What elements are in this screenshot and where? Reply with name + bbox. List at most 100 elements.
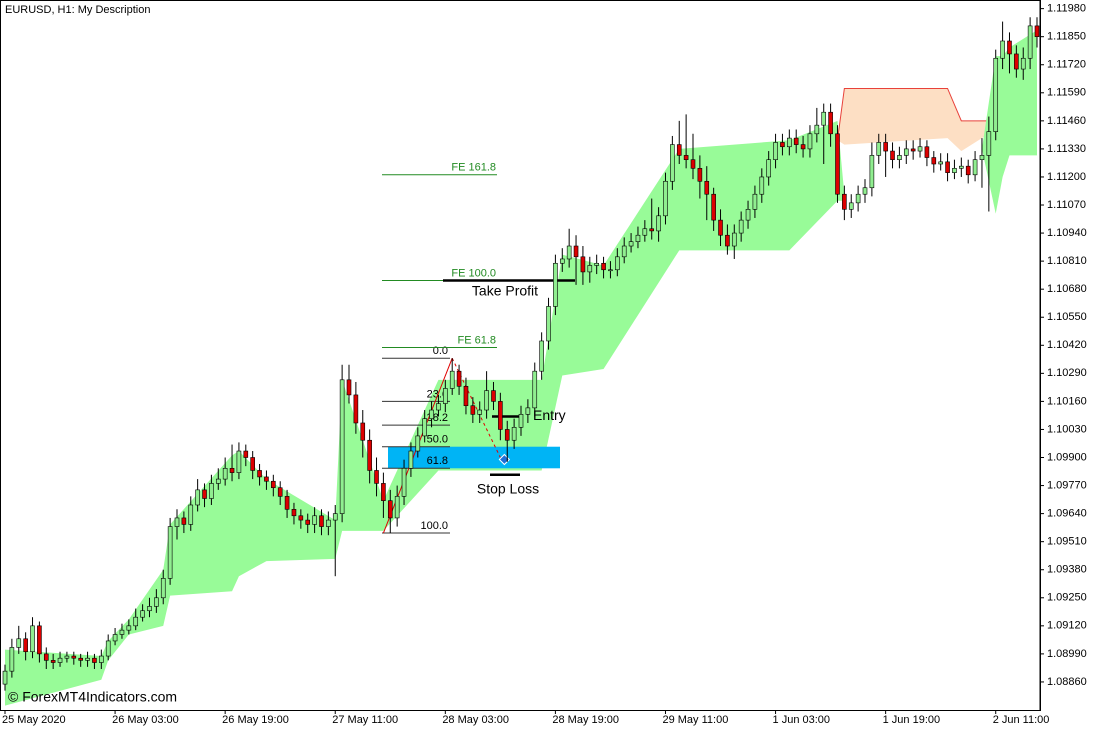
watermark: © ForexMT4Indicators.com — [8, 689, 177, 705]
y-tick-label: 1.10680 — [1047, 283, 1087, 295]
candle-body — [381, 483, 386, 501]
candle-body — [443, 388, 448, 404]
y-tick-label: 1.09640 — [1047, 508, 1087, 520]
candle-body — [718, 219, 723, 236]
candle-body — [284, 496, 290, 510]
zone — [388, 446, 560, 469]
band-edge — [836, 87, 989, 141]
candle-body — [601, 262, 606, 271]
candle-body — [876, 142, 882, 156]
candle-body — [1000, 40, 1005, 59]
y-tick-label: 1.10290 — [1047, 367, 1087, 379]
candle-body — [1007, 40, 1012, 55]
y-tick-label: 1.11070 — [1047, 199, 1086, 211]
candle-body — [903, 148, 909, 156]
fe-label: FE 100.0 — [451, 267, 496, 279]
candle-body — [257, 470, 262, 478]
candle-body — [649, 228, 655, 232]
y-tick-label: 1.11460 — [1047, 115, 1086, 127]
candle-body — [910, 148, 916, 152]
candle-body — [298, 515, 304, 521]
candle-body — [463, 385, 469, 407]
x-tick-label: 1 Jun 19:00 — [883, 714, 941, 726]
candle-body — [140, 610, 145, 618]
candle-body — [119, 629, 125, 635]
candles — [2, 17, 1040, 691]
candle-body — [209, 483, 214, 499]
y-tick-label: 1.08990 — [1047, 648, 1087, 660]
take-profit-label: Take Profit — [472, 282, 538, 298]
candle-body — [264, 476, 269, 482]
candle-body — [979, 155, 985, 160]
candle-body — [663, 180, 668, 217]
candle-body — [532, 370, 538, 409]
x-tick-label: 28 May 19:00 — [552, 714, 619, 726]
candle-body — [931, 157, 937, 165]
y-tick-label: 1.09380 — [1047, 564, 1087, 576]
candle-body — [85, 657, 90, 661]
y-tick-label: 1.11200 — [1047, 171, 1086, 183]
candle-body — [64, 655, 70, 659]
candle-body — [952, 168, 957, 173]
candle-body — [408, 450, 414, 469]
candle-body — [1027, 25, 1033, 59]
candle-body — [676, 144, 682, 156]
band-fill — [837, 88, 989, 152]
candle-body — [780, 142, 785, 148]
candle-body — [697, 168, 703, 182]
candle-body — [773, 142, 778, 160]
candle-body — [518, 414, 524, 428]
candle-body — [986, 131, 992, 156]
candle-body — [793, 137, 799, 145]
candle-body — [573, 245, 579, 258]
candle-body — [704, 180, 710, 195]
x-tick-label: 1 Jun 03:00 — [773, 714, 831, 726]
candle-body — [374, 470, 379, 484]
candle-body — [147, 606, 152, 612]
candle-body — [511, 426, 517, 441]
candle-body — [1014, 53, 1019, 70]
candle-body — [656, 215, 661, 232]
candle-body — [787, 137, 792, 148]
candle-body — [243, 450, 249, 458]
candle-body — [188, 504, 194, 525]
candle-body — [326, 519, 331, 527]
candle-body — [222, 467, 228, 480]
candle-body — [642, 228, 648, 236]
candle-body — [855, 193, 861, 204]
candle-body — [862, 187, 868, 195]
candle-body — [92, 657, 97, 663]
x-tick-label: 26 May 03:00 — [112, 714, 179, 726]
y-tick-label: 1.11590 — [1047, 87, 1086, 99]
candle-body — [250, 457, 255, 471]
candle-body — [112, 634, 118, 642]
candle-body — [965, 165, 971, 176]
candle-body — [848, 202, 854, 210]
x-tick-label: 26 May 19:00 — [222, 714, 289, 726]
candle-body — [43, 653, 49, 661]
candle-body — [559, 258, 565, 264]
candle-body — [387, 500, 393, 519]
candle-body — [346, 379, 352, 396]
candle-body — [291, 509, 297, 517]
candle-body — [621, 245, 627, 258]
candle-body — [842, 193, 847, 210]
x-tick-label: 27 May 11:00 — [332, 714, 398, 726]
candle-body — [50, 660, 56, 663]
y-tick-label: 1.09900 — [1047, 451, 1087, 463]
candle-body — [9, 647, 15, 672]
candle-body — [456, 370, 462, 387]
fib-label: 23.6 — [427, 388, 448, 400]
candle-body — [195, 489, 200, 506]
y-tick-label: 1.10810 — [1047, 255, 1087, 267]
fib-label: 61.8 — [427, 455, 448, 467]
axes: 1.11980 1.11850 1.11720 1.11590 1.11460 1.113… — [2, 0, 1087, 726]
y-tick-label: 1.09120 — [1047, 620, 1087, 632]
candle-body — [766, 159, 771, 178]
candle-body — [725, 234, 730, 247]
y-tick-label: 1.11850 — [1047, 31, 1086, 43]
candle-body — [436, 403, 441, 411]
candle-body — [972, 159, 978, 176]
candle-body — [319, 515, 324, 527]
x-tick-label: 28 May 03:00 — [442, 714, 509, 726]
